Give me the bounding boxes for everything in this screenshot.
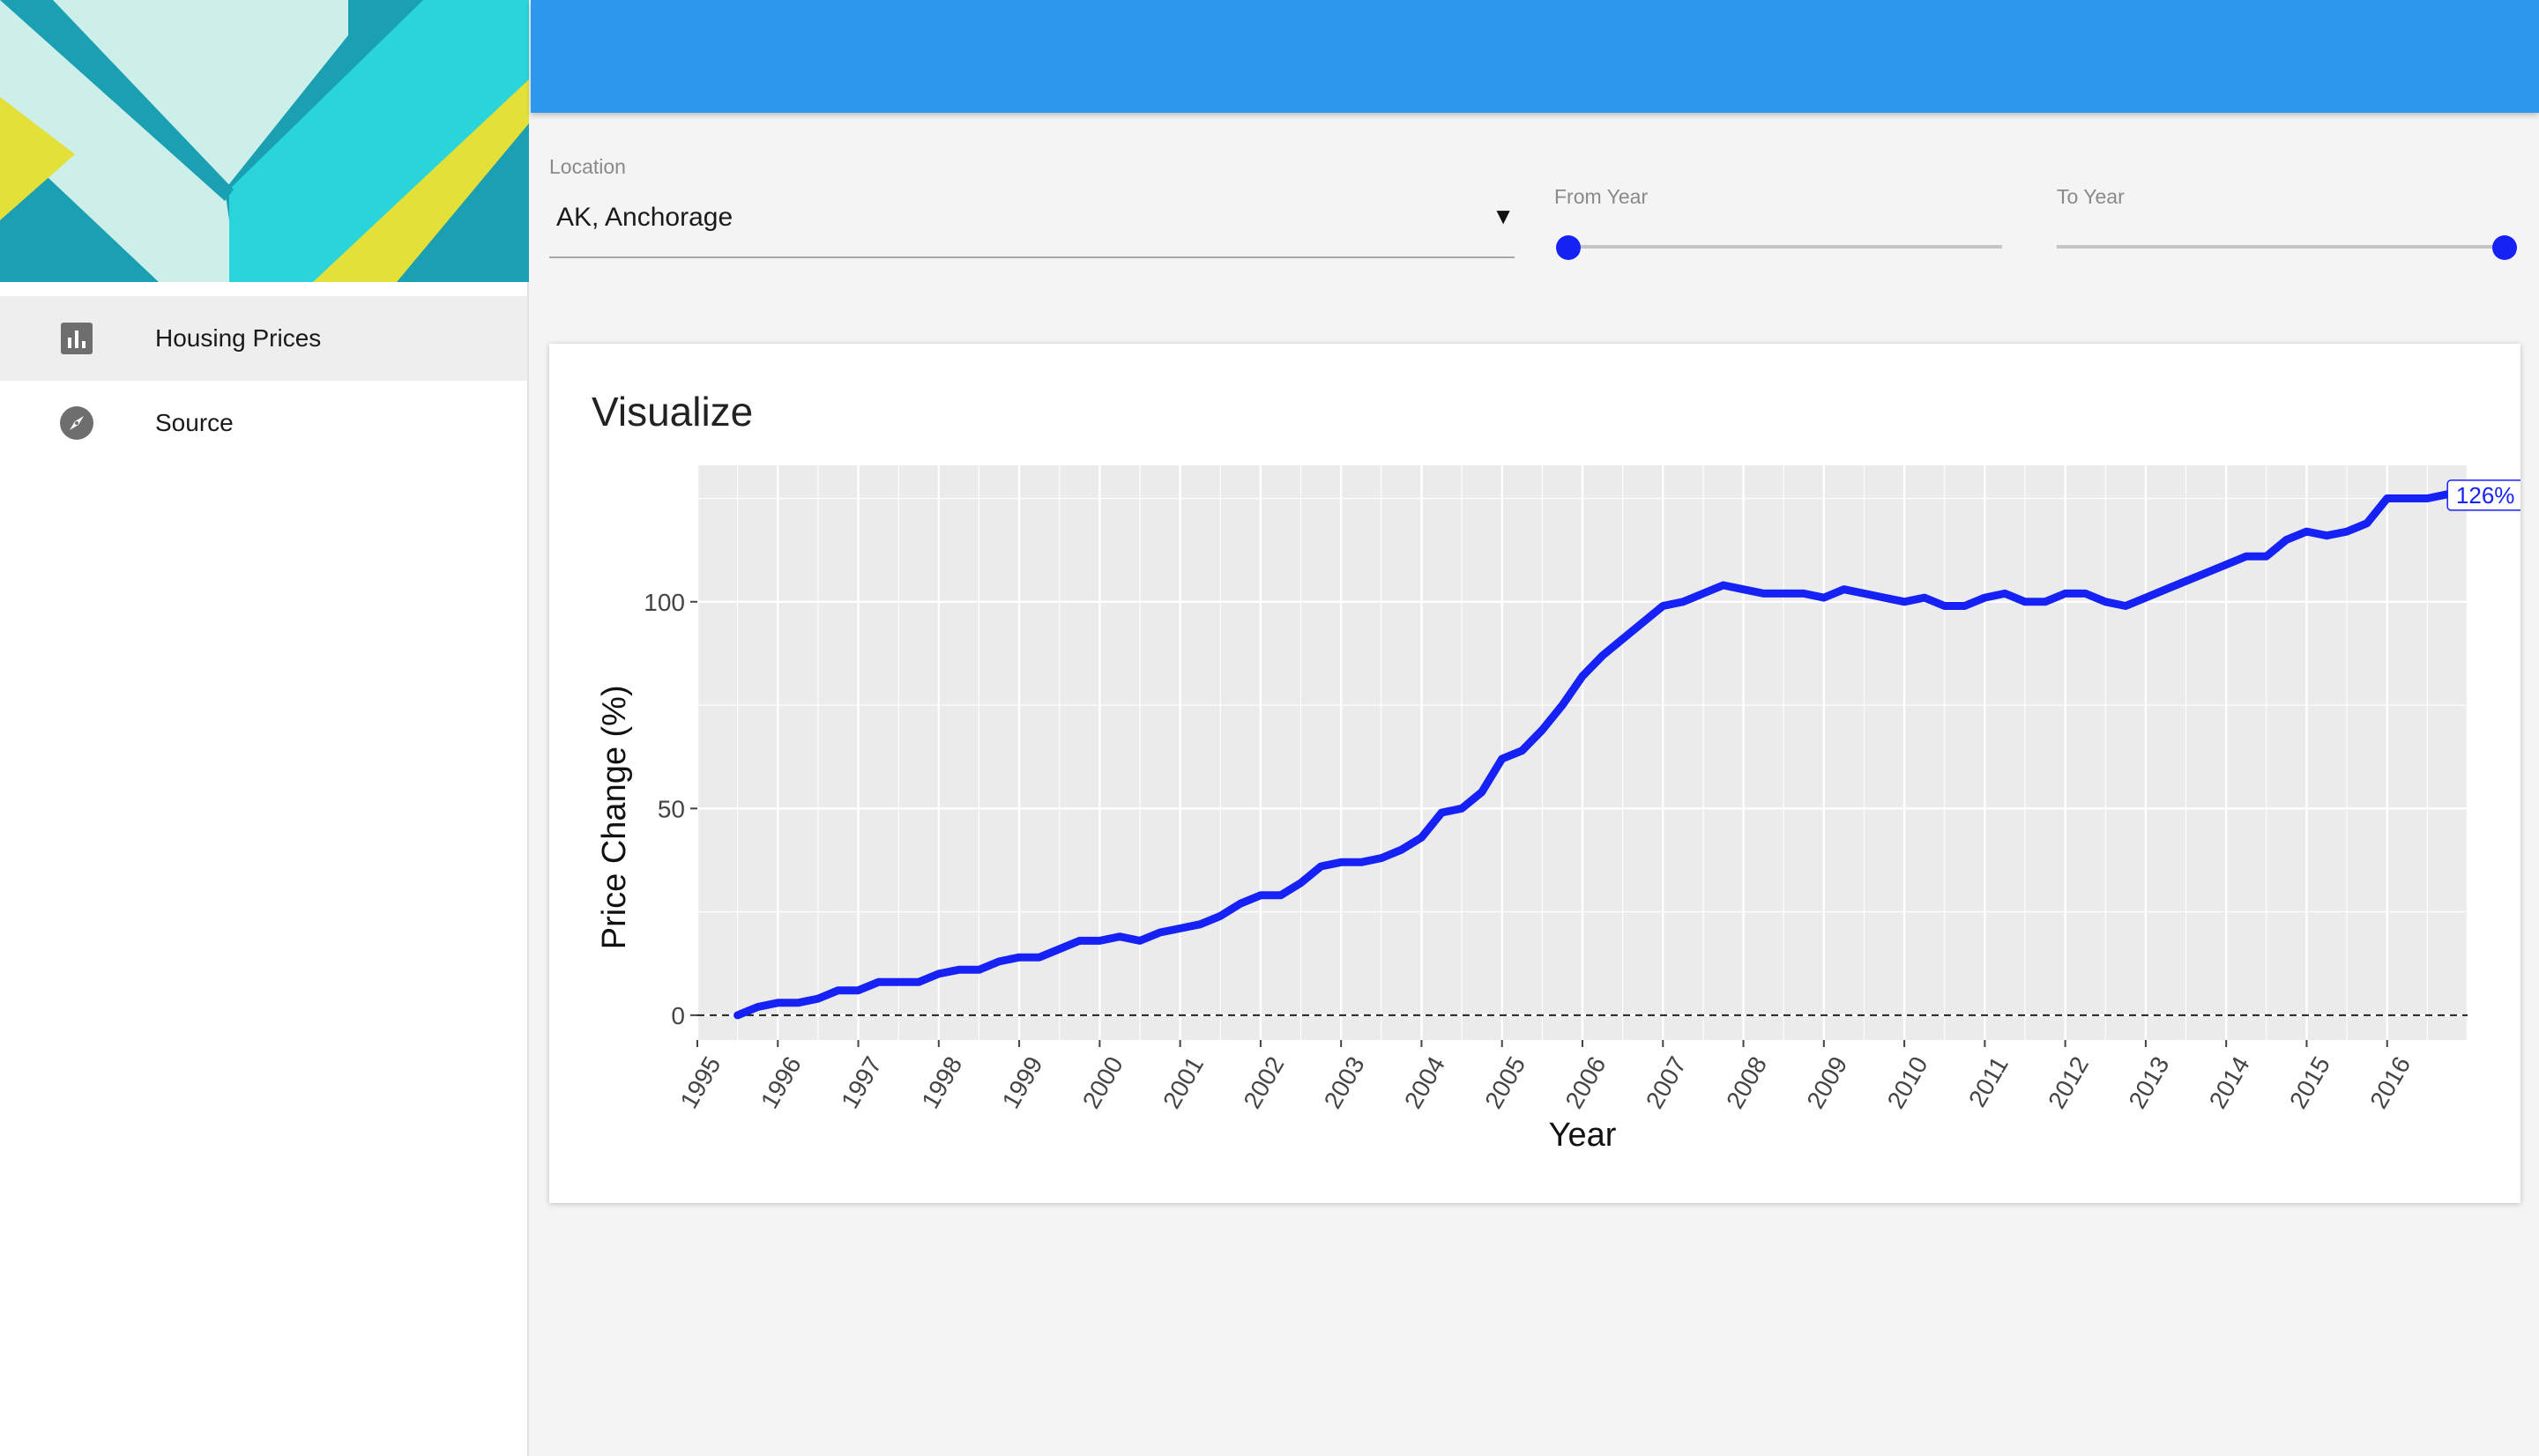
y-axis-title: Price Change (%) bbox=[596, 685, 633, 949]
dropdown-arrow-icon[interactable]: ▼ bbox=[1492, 203, 1515, 229]
series-line bbox=[733, 490, 2452, 1020]
to-year-track[interactable] bbox=[2057, 245, 2505, 249]
x-tick-label: 2001 bbox=[1158, 1052, 1209, 1113]
x-tick-label: 2008 bbox=[1721, 1052, 1772, 1113]
x-tick-label: 2015 bbox=[2284, 1052, 2335, 1113]
location-value: AK, Anchorage bbox=[556, 203, 733, 232]
x-tick-label: 2014 bbox=[2204, 1052, 2255, 1113]
from-year-thumb[interactable] bbox=[1556, 235, 1581, 260]
sidebar: Housing Prices Source bbox=[0, 0, 529, 1456]
visualize-card: Visualize 0 50 100 1995 1996 1997 1998 1999 2000… bbox=[549, 344, 2520, 1203]
end-value-label-box bbox=[2446, 479, 2520, 511]
from-year-track[interactable] bbox=[1568, 245, 2002, 249]
x-tick-label: 2004 bbox=[1399, 1052, 1450, 1113]
x-tick-label: 1995 bbox=[675, 1052, 726, 1113]
x-axis-title: Year bbox=[1549, 1117, 1617, 1154]
x-tick-label: 2002 bbox=[1238, 1052, 1289, 1113]
x-tick-label: 2013 bbox=[2123, 1052, 2174, 1113]
bar-chart-icon bbox=[61, 323, 93, 354]
material-pattern-image bbox=[0, 0, 529, 282]
sidebar-nav: Housing Prices Source bbox=[0, 296, 527, 465]
y-tick-label: 100 bbox=[644, 589, 685, 616]
card-title: Visualize bbox=[592, 389, 754, 435]
x-tick-label: 1998 bbox=[916, 1052, 967, 1113]
banner-dark-stripe bbox=[0, 0, 234, 201]
banner-yellow-band-right bbox=[313, 79, 529, 282]
from-year-slider[interactable]: From Year bbox=[1554, 185, 2016, 273]
x-tick-label: 2012 bbox=[2043, 1052, 2094, 1113]
to-year-thumb[interactable] bbox=[2492, 235, 2517, 260]
location-select[interactable]: Location AK, Anchorage ▼ bbox=[549, 155, 1515, 259]
end-value-label: 126% bbox=[2456, 482, 2515, 509]
x-tick-label: 2006 bbox=[1560, 1052, 1612, 1113]
compass-icon bbox=[60, 406, 93, 440]
x-tick-label: 2005 bbox=[1479, 1052, 1530, 1113]
x-tick-label: 2009 bbox=[1801, 1052, 1852, 1113]
x-tick-label: 1996 bbox=[756, 1052, 807, 1113]
x-tick-label: 2000 bbox=[1077, 1052, 1128, 1113]
x-tick-label: 2007 bbox=[1641, 1052, 1692, 1113]
sidebar-item-label: Source bbox=[155, 409, 234, 436]
location-label: Location bbox=[549, 155, 626, 178]
from-year-label: From Year bbox=[1554, 185, 1649, 208]
sidebar-item-housing-prices[interactable]: Housing Prices bbox=[0, 296, 527, 381]
price-change-chart: 0 50 100 1995 1996 1997 1998 1999 2000 2001 2002 20… bbox=[596, 465, 2520, 1154]
sidebar-item-label: Housing Prices bbox=[155, 324, 322, 352]
to-year-label: To Year bbox=[2057, 185, 2125, 208]
top-app-bar bbox=[531, 0, 2539, 113]
x-tick-label: 2016 bbox=[2364, 1052, 2416, 1113]
x-tick-label: 2003 bbox=[1319, 1052, 1370, 1113]
x-tick-label: 1997 bbox=[836, 1052, 887, 1113]
sidebar-item-source[interactable]: Source bbox=[0, 381, 527, 465]
banner-cyan-band bbox=[229, 0, 529, 282]
banner-yellow-band-left bbox=[0, 97, 75, 220]
x-tick-label: 1999 bbox=[997, 1052, 1048, 1113]
x-tick-label: 2010 bbox=[1882, 1052, 1933, 1113]
select-underline bbox=[549, 256, 1515, 258]
y-tick-label: 0 bbox=[671, 1002, 685, 1029]
sidebar-header-banner bbox=[0, 0, 529, 282]
y-tick-label: 50 bbox=[658, 795, 685, 822]
to-year-slider[interactable]: To Year bbox=[2057, 185, 2519, 273]
x-tick-label: 2011 bbox=[1963, 1052, 2014, 1112]
